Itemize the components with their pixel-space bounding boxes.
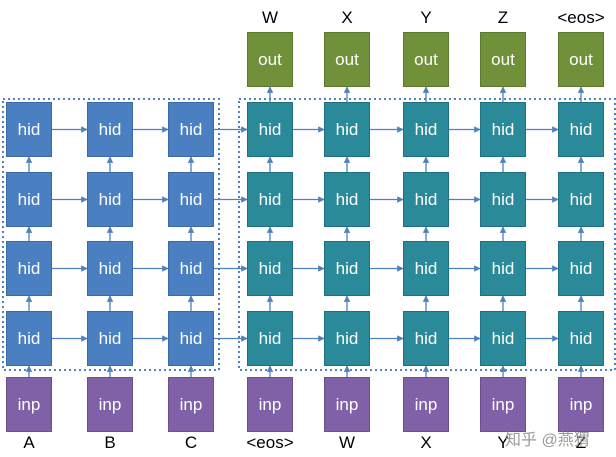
hidden-cell: hid — [247, 172, 293, 227]
output-cell: out — [558, 32, 604, 87]
hidden-cell: hid — [480, 241, 526, 296]
hidden-cell: hid — [480, 172, 526, 227]
input-cell: inp — [324, 377, 370, 432]
hidden-cell: hid — [403, 311, 449, 366]
hidden-cell: hid — [87, 172, 133, 227]
hidden-cell: hid — [247, 241, 293, 296]
hidden-cell: hid — [324, 172, 370, 227]
hidden-cell: hid — [168, 311, 214, 366]
input-token-label: X — [420, 433, 432, 452]
input-token-label: W — [338, 433, 356, 452]
hidden-cell: hid — [480, 311, 526, 366]
input-cell: inp — [558, 377, 604, 432]
hidden-cell: hid — [324, 102, 370, 157]
hidden-cell: hid — [6, 172, 52, 227]
output-cell: out — [403, 32, 449, 87]
hidden-cell: hid — [87, 311, 133, 366]
output-token-label: X — [341, 8, 353, 27]
hidden-cell: hid — [324, 311, 370, 366]
hidden-cell: hid — [168, 241, 214, 296]
hidden-cell: hid — [6, 241, 52, 296]
watermark: 知乎 @燕猬 — [505, 432, 590, 449]
hidden-cell: hid — [558, 102, 604, 157]
hidden-cell: hid — [6, 102, 52, 157]
input-cell: inp — [168, 377, 214, 432]
input-cell: inp — [480, 377, 526, 432]
input-cell: inp — [403, 377, 449, 432]
hidden-cell: hid — [480, 102, 526, 157]
input-token-label: Y — [497, 433, 509, 452]
hidden-cell: hid — [87, 102, 133, 157]
input-token-label: <eos> — [246, 433, 294, 452]
input-token-label: B — [104, 433, 116, 452]
hidden-cell: hid — [168, 102, 214, 157]
hidden-cell: hid — [6, 311, 52, 366]
hidden-cell: hid — [558, 172, 604, 227]
input-cell: inp — [87, 377, 133, 432]
hidden-cell: hid — [168, 172, 214, 227]
output-token-label: W — [261, 8, 279, 27]
output-token-label: <eos> — [557, 8, 605, 27]
output-token-label: Y — [420, 8, 432, 27]
input-cell: inp — [6, 377, 52, 432]
output-cell: out — [324, 32, 370, 87]
hidden-cell: hid — [87, 241, 133, 296]
input-token-label: C — [184, 433, 198, 452]
hidden-cell: hid — [247, 102, 293, 157]
output-cell: out — [247, 32, 293, 87]
hidden-cell: hid — [403, 172, 449, 227]
hidden-cell: hid — [247, 311, 293, 366]
output-cell: out — [480, 32, 526, 87]
hidden-cell: hid — [403, 102, 449, 157]
hidden-cell: hid — [403, 241, 449, 296]
input-token-label: A — [23, 433, 35, 452]
input-token-label: Z — [575, 433, 587, 452]
hidden-cell: hid — [324, 241, 370, 296]
hidden-cell: hid — [558, 311, 604, 366]
output-token-label: Z — [497, 8, 509, 27]
input-cell: inp — [247, 377, 293, 432]
hidden-cell: hid — [558, 241, 604, 296]
